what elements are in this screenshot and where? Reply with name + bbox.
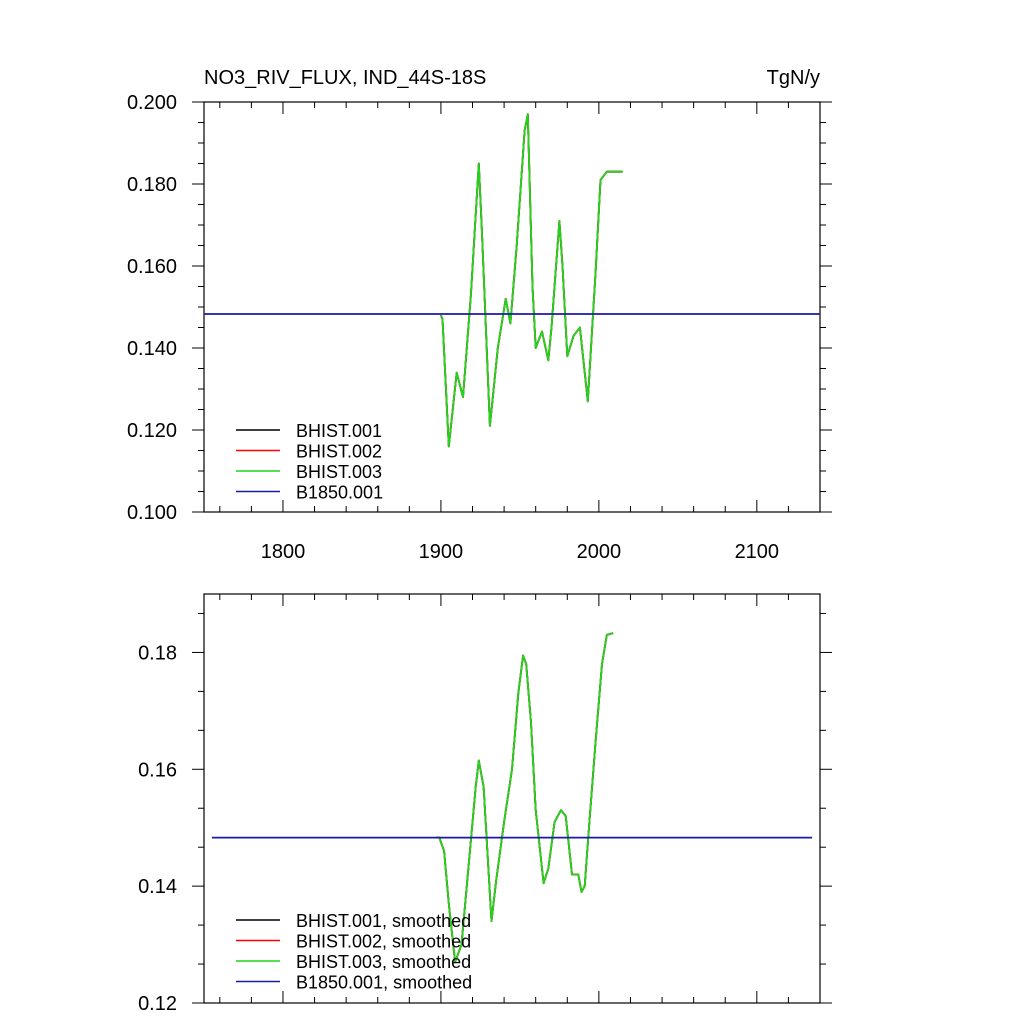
legend-label: BHIST.003, smoothed [296, 952, 471, 972]
legend-label: B1850.001 [296, 483, 383, 503]
y-tick-label: 0.200 [127, 92, 177, 114]
legend-label: BHIST.003 [296, 462, 382, 482]
series-line-bhist-003 [440, 113, 623, 448]
plot-frame [203, 593, 821, 1004]
units-label: TgN/y [767, 67, 820, 89]
x-tick-label: 2000 [577, 541, 622, 563]
x-tick-label: 1900 [419, 541, 464, 563]
legend-label: BHIST.002 [296, 442, 382, 462]
y-tick-label: 0.12 [138, 993, 177, 1015]
series-line-bhist-003 [436, 632, 614, 963]
chart-title: NO3_RIV_FLUX, IND_44S-18S [204, 67, 486, 89]
top-chart-panel: NO3_RIV_FLUX, IND_44S-18S TgN/y 1800 1900 20… [127, 67, 832, 563]
legend-label: BHIST.002, smoothed [296, 932, 471, 952]
y-tick-label: 0.120 [127, 420, 177, 442]
legend-label: B1850.001, smoothed [296, 973, 472, 993]
x-tick-label: 2100 [735, 541, 780, 563]
x-tick-label: 1800 [261, 541, 306, 563]
y-tick-label: 0.140 [127, 338, 177, 360]
y-tick-label: 0.14 [138, 876, 177, 898]
y-tick-label: 0.18 [138, 642, 177, 664]
legend-label: BHIST.001 [296, 421, 382, 441]
y-tick-label: 0.160 [127, 256, 177, 278]
y-tick-label: 0.100 [127, 502, 177, 524]
y-tick-label: 0.180 [127, 174, 177, 196]
y-tick-label: 0.16 [138, 759, 177, 781]
legend-label: BHIST.001, smoothed [296, 911, 471, 931]
